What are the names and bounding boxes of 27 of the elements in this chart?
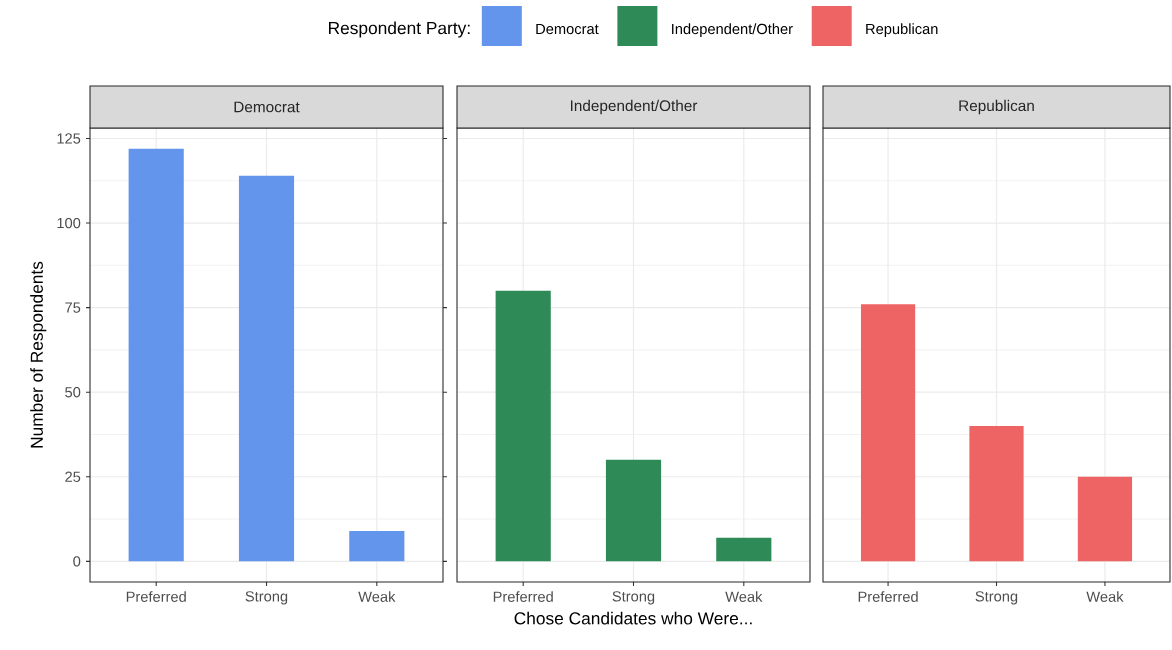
y-tick-label: 100 [57, 217, 81, 229]
y-tick-label: 0 [73, 556, 81, 567]
y-tick-label: 125 [57, 133, 81, 144]
y-tick-label: 50 [65, 387, 81, 398]
x-tick-label: Weak [1086, 591, 1124, 602]
x-tick-label: Preferred [858, 591, 918, 602]
text: Democrat [536, 23, 599, 35]
x-tick-label: Preferred [126, 591, 186, 602]
x-tick-label: Weak [358, 591, 396, 602]
x-tick-label: Strong [975, 591, 1018, 605]
y-tick-label: 75 [65, 302, 81, 313]
chart-title: Independent/Other [570, 99, 698, 115]
chart-title: Republican [959, 99, 1034, 115]
bar [349, 530, 405, 562]
x-axis-title: Chose Candidates who Were... [514, 611, 752, 625]
bar [238, 175, 295, 562]
text: Republican [866, 23, 938, 38]
text: Independent/Other [672, 23, 793, 38]
chart-title: Democrat [234, 101, 300, 113]
y-tick-label: 25 [65, 471, 81, 482]
bar [128, 148, 184, 562]
x-tick-label: Weak [725, 591, 763, 602]
y-axis-title: Number of Respondents [30, 261, 47, 448]
legend-title: Respondent Party: [329, 21, 470, 38]
x-tick-label: Preferred [493, 591, 553, 602]
x-tick-label: Strong [245, 591, 288, 605]
x-tick-label: Strong [612, 591, 655, 605]
